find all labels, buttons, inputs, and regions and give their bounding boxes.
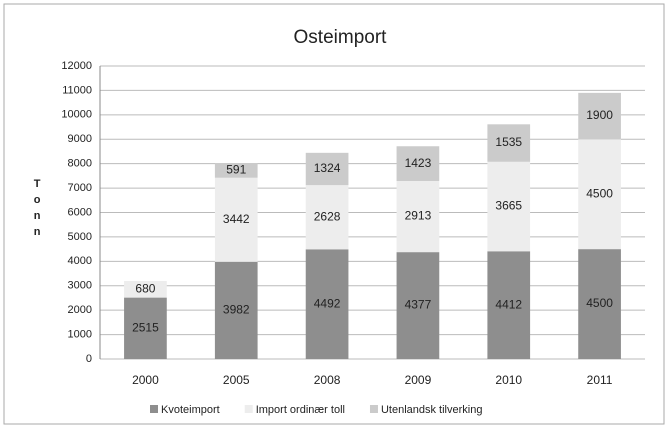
- bar-segment: [396, 252, 440, 359]
- y-tick-label: 12000: [61, 60, 92, 72]
- data-label: 4500: [586, 296, 613, 310]
- bar-segment: [214, 163, 258, 178]
- data-label: 1535: [495, 135, 522, 149]
- y-tick-label: 8000: [68, 158, 92, 170]
- y-tick-label: 1000: [68, 328, 92, 340]
- y-axis-label: Tonn: [31, 178, 43, 242]
- data-label: 2515: [132, 320, 159, 334]
- bar-segment: [305, 185, 349, 250]
- legend-label: Import ordinær toll: [256, 404, 345, 416]
- data-label: 4492: [314, 296, 341, 310]
- x-tick-label: 2010: [495, 373, 522, 387]
- legend-swatch: [369, 405, 378, 413]
- y-tick-label: 9000: [68, 133, 92, 145]
- bar-segment: [214, 177, 258, 262]
- x-tick-label: 2009: [405, 373, 432, 387]
- data-label: 4500: [586, 186, 613, 200]
- chart-title: Osteimport: [294, 27, 388, 48]
- legend-swatch: [244, 405, 253, 413]
- x-tick-label: 2011: [587, 373, 613, 387]
- bar-segment: [578, 92, 621, 140]
- data-label: 4412: [495, 297, 522, 311]
- legend-label: Kvoteimport: [161, 404, 220, 416]
- y-tick-label: 0: [86, 353, 92, 365]
- y-tick-label: 11000: [62, 84, 92, 96]
- bar-segment: [396, 146, 440, 182]
- bar-segment: [578, 249, 621, 359]
- bar-segment: [487, 161, 531, 252]
- bar-segment: [487, 124, 531, 162]
- data-label: 2628: [314, 209, 341, 223]
- data-label: 1900: [586, 108, 613, 122]
- y-tick-label: 7000: [68, 182, 92, 194]
- y-tick-label: 5000: [68, 231, 92, 243]
- data-label: 1423: [405, 156, 432, 170]
- data-label: 1324: [314, 161, 341, 175]
- x-tick-label: 2008: [314, 373, 341, 387]
- legend-label: Utenlandsk tilverking: [381, 404, 483, 416]
- bar-segment: [487, 251, 531, 359]
- bar-segment: [305, 152, 349, 186]
- y-tick-label: 6000: [68, 206, 92, 218]
- x-tick-label: 2000: [132, 373, 159, 387]
- x-tick-label: 2005: [223, 373, 250, 387]
- y-tick-label: 3000: [68, 280, 92, 292]
- y-tick-label: 2000: [68, 304, 92, 316]
- legend-swatch: [150, 405, 158, 413]
- data-label: 3442: [223, 212, 250, 226]
- bar-segment: [124, 280, 167, 298]
- bar-segment: [578, 139, 621, 250]
- y-tick-label: 4000: [68, 255, 92, 267]
- bar-segment: [124, 297, 167, 359]
- bar-segment: [396, 181, 440, 253]
- data-label: 591: [226, 163, 246, 177]
- data-label: 3665: [495, 199, 522, 213]
- bar-segment: [214, 261, 258, 359]
- data-label: 3982: [223, 303, 250, 317]
- data-label: 680: [135, 281, 155, 295]
- bar-segment: [305, 249, 349, 359]
- data-label: 2913: [405, 209, 432, 223]
- data-label: 4377: [405, 298, 432, 312]
- y-tick-label: 10000: [61, 109, 92, 121]
